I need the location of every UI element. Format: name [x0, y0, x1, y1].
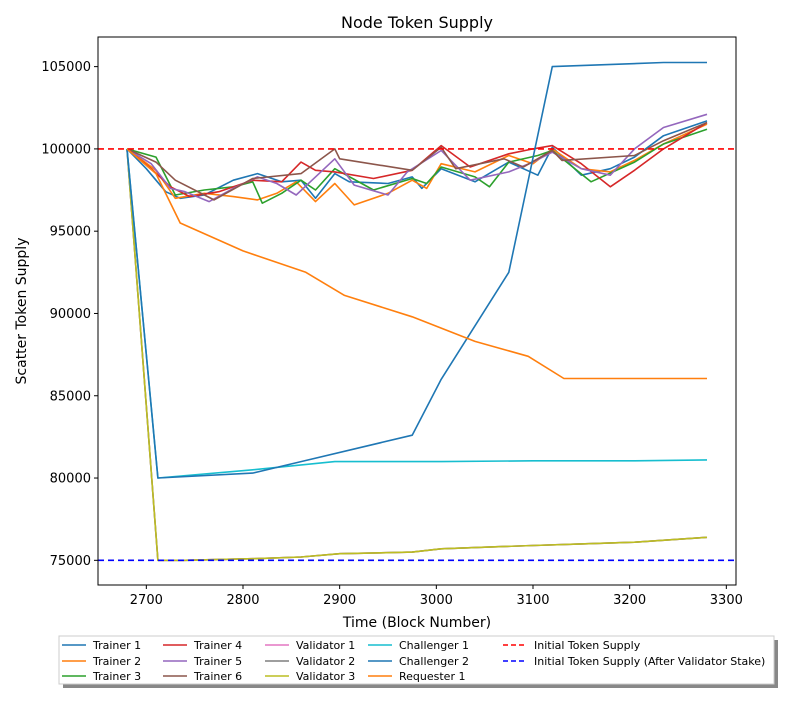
legend-item-trainer-3: Trainer 3: [62, 670, 141, 683]
legend-item-trainer-4: Trainer 4: [163, 639, 242, 652]
legend-label: Trainer 3: [92, 670, 141, 683]
legend-label: Validator 2: [296, 655, 355, 668]
x-tick-label: 3300: [710, 593, 743, 608]
series-line-requester-1: [126, 148, 707, 380]
series-line-trainer-1: [126, 120, 708, 200]
y-axis-ticks: 75000 80000 85000 90000 95000 100000 105000: [41, 60, 98, 569]
x-tick-label: 3200: [613, 593, 646, 608]
legend-item-trainer-6: Trainer 6: [163, 670, 242, 683]
x-axis-label: Time (Block Number): [342, 615, 491, 631]
legend-item-validator-1: Validator 1: [265, 639, 355, 652]
y-tick-label: 80000: [50, 472, 91, 487]
y-tick-label: 90000: [50, 307, 91, 322]
legend-label: Requester 1: [399, 670, 465, 683]
legend-label: Validator 3: [296, 670, 355, 683]
legend-label: Trainer 1: [92, 639, 141, 652]
plot-lines: [98, 61, 736, 562]
x-tick-label: 3100: [516, 593, 549, 608]
series-line-challenger-2: [126, 61, 707, 479]
chart-title: Node Token Supply: [341, 13, 493, 32]
plot-frame: [97, 36, 737, 586]
legend-label: Challenger 1: [399, 639, 469, 652]
y-axis-label: Scatter Token Supply: [14, 238, 30, 385]
legend-label: Challenger 2: [399, 655, 469, 668]
legend-item-trainer-2: Trainer 2: [62, 655, 141, 668]
legend-item-requester-1: Requester 1: [368, 670, 465, 683]
legend: Trainer 1 Trainer 2 Trainer 3 Trainer 4 Trai…: [58, 635, 778, 688]
legend-item-validator-3: Validator 3: [265, 670, 355, 683]
y-tick-label: 105000: [41, 60, 91, 75]
legend-label: Trainer 5: [193, 655, 242, 668]
x-axis-ticks: 2700 2800 2900 3000 3100 3200 3300: [130, 585, 743, 608]
x-tick-label: 3000: [420, 593, 453, 608]
legend-item-trainer-5: Trainer 5: [163, 655, 242, 668]
series-line-validator-2: [126, 148, 708, 562]
legend-item-initial-token-supply: Initial Token Supply: [503, 639, 641, 652]
series-line-trainer-4: [126, 121, 708, 198]
x-tick-label: 2700: [130, 593, 163, 608]
legend-item-challenger-1: Challenger 1: [368, 639, 469, 652]
y-tick-label: 85000: [50, 389, 91, 404]
legend-item-validator-2: Validator 2: [265, 655, 355, 668]
y-tick-label: 100000: [41, 142, 91, 157]
legend-label: Trainer 2: [92, 655, 141, 668]
y-tick-label: 75000: [50, 554, 91, 569]
legend-label: Trainer 4: [193, 639, 242, 652]
series-line-trainer-5: [126, 113, 708, 203]
series-line-validator-3: [126, 148, 708, 562]
legend-items: Trainer 1 Trainer 2 Trainer 3 Trainer 4 Trai…: [62, 639, 765, 683]
legend-item-initial-token-supply-after-validator-stake: Initial Token Supply (After Validator St…: [503, 655, 765, 668]
y-tick-label: 95000: [50, 225, 91, 240]
legend-label: Trainer 6: [193, 670, 242, 683]
legend-label: Validator 1: [296, 639, 355, 652]
x-tick-label: 2900: [323, 593, 356, 608]
series-line-trainer-6: [126, 121, 708, 201]
legend-item-trainer-1: Trainer 1: [62, 639, 141, 652]
legend-label: Initial Token Supply: [534, 639, 641, 652]
series-line-validator-1: [126, 148, 708, 562]
legend-label: Initial Token Supply (After Validator St…: [534, 655, 765, 668]
x-tick-label: 2800: [226, 593, 259, 608]
legend-item-challenger-2: Challenger 2: [368, 655, 469, 668]
